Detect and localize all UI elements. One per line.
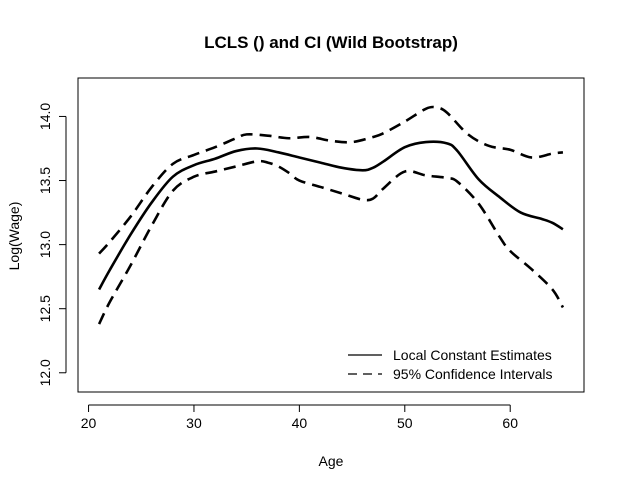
y-tick-label: 13.5 [37, 167, 53, 194]
x-tick-label: 60 [502, 415, 518, 431]
y-axis: 12.0 12.5 13.0 13.5 14.0 [37, 103, 67, 386]
x-tick-label: 40 [292, 415, 308, 431]
legend-label-estimates: Local Constant Estimates [393, 347, 552, 363]
ci-upper-line [98, 105, 564, 255]
y-tick-label: 14.0 [37, 103, 53, 130]
x-axis: 20 30 40 50 60 [81, 404, 518, 431]
legend-label-confidence: 95% Confidence Intervals [393, 366, 553, 382]
series-layer [97, 105, 565, 325]
x-tick-label: 50 [397, 415, 413, 431]
chart-title: LCLS () and CI (Wild Bootstrap) [204, 33, 458, 52]
x-tick-label: 20 [81, 415, 97, 431]
y-axis-label: Log(Wage) [6, 202, 22, 271]
plot-frame [77, 77, 585, 393]
x-tick-label: 30 [186, 415, 202, 431]
legend: Local Constant Estimates 95% Confidence … [348, 347, 553, 382]
x-axis-label: Age [319, 453, 344, 469]
y-tick-label: 12.0 [37, 359, 53, 386]
estimate-line [97, 140, 564, 291]
ci-lower-line [97, 159, 565, 325]
y-tick-label: 12.5 [37, 295, 53, 322]
y-tick-label: 13.0 [37, 231, 53, 258]
